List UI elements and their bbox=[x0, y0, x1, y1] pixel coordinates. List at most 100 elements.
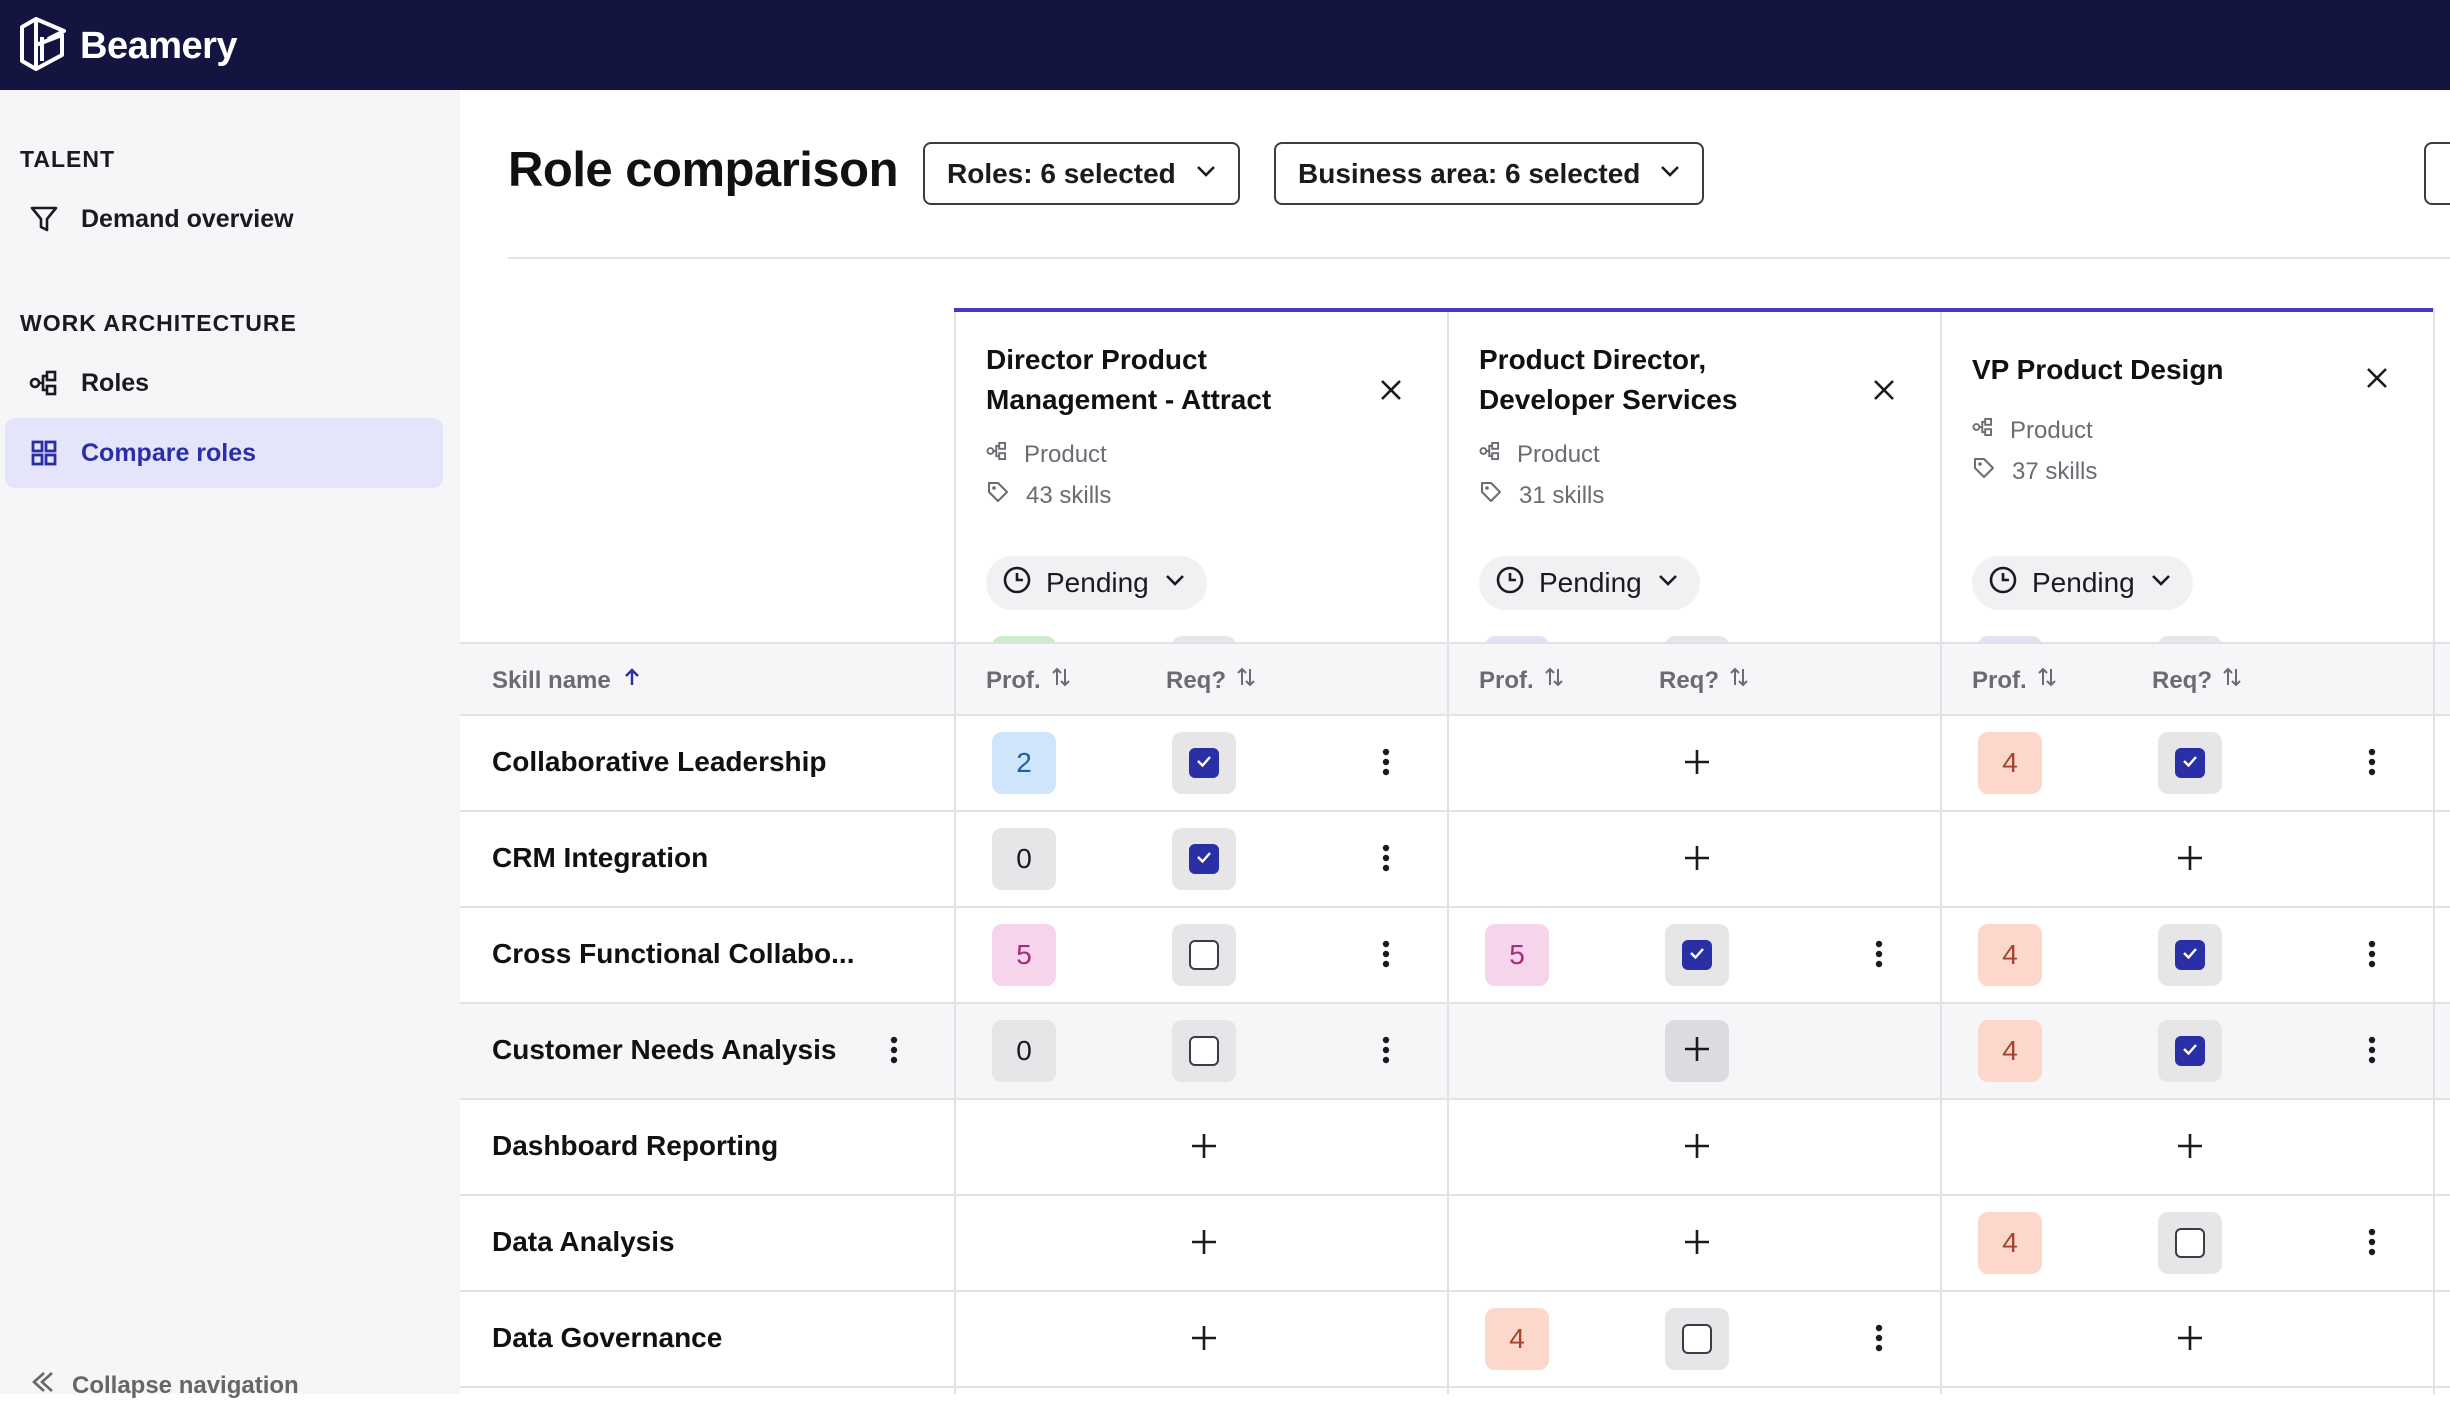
collapse-navigation-button[interactable]: Collapse navigation bbox=[30, 1369, 299, 1402]
req-sort-header[interactable]: Req? bbox=[1659, 666, 1749, 695]
required-toggle[interactable] bbox=[1172, 924, 1236, 986]
more-vertical-icon bbox=[1382, 1035, 1390, 1070]
remove-role-button[interactable] bbox=[2359, 362, 2395, 398]
prof-sort-header[interactable]: Prof. bbox=[1972, 666, 2057, 695]
cell-menu-button[interactable] bbox=[2362, 1226, 2382, 1262]
row-menu-button[interactable] bbox=[884, 1034, 904, 1070]
prof-sort-header[interactable]: Prof. bbox=[986, 666, 1071, 695]
brand[interactable]: Beamery bbox=[18, 17, 238, 76]
sidebar-item-label: Compare roles bbox=[81, 438, 257, 467]
add-skill-button[interactable] bbox=[1675, 838, 1719, 882]
proficiency-badge[interactable]: 0 bbox=[992, 1020, 1056, 1082]
add-skill-button[interactable] bbox=[1675, 742, 1719, 786]
proficiency-badge[interactable]: 4 bbox=[1978, 924, 2042, 986]
beamery-logo-icon bbox=[18, 17, 68, 76]
cell-menu-button[interactable] bbox=[1376, 938, 1396, 974]
more-vertical-icon bbox=[890, 1035, 898, 1070]
required-toggle[interactable] bbox=[1665, 924, 1729, 986]
status-dropdown[interactable]: Pending bbox=[986, 556, 1207, 610]
checkbox-checked[interactable] bbox=[2175, 1036, 2205, 1066]
checkbox-checked[interactable] bbox=[1189, 844, 1219, 874]
add-role-button[interactable] bbox=[2424, 142, 2450, 205]
cell-menu-button[interactable] bbox=[1376, 842, 1396, 878]
proficiency-badge[interactable]: 4 bbox=[1978, 732, 2042, 794]
checkbox-unchecked[interactable] bbox=[2175, 1228, 2205, 1258]
roles-filter-dropdown[interactable]: Roles: 6 selected bbox=[923, 142, 1240, 205]
skill-name-sort-header[interactable]: Skill name bbox=[492, 666, 643, 695]
plus-icon bbox=[1682, 1227, 1712, 1262]
cell-menu-button[interactable] bbox=[2362, 938, 2382, 974]
req-sort-header[interactable]: Req? bbox=[1166, 666, 1256, 695]
cell-menu-button[interactable] bbox=[1869, 1322, 1889, 1358]
add-skill-button[interactable] bbox=[2168, 1318, 2212, 1362]
add-skill-button[interactable] bbox=[1675, 1222, 1719, 1266]
section-title-talent: TALENT bbox=[20, 146, 116, 172]
required-toggle[interactable] bbox=[2158, 1020, 2222, 1082]
prof-header-label: Prof. bbox=[1479, 666, 1534, 694]
required-toggle[interactable] bbox=[1172, 732, 1236, 794]
checkbox-checked[interactable] bbox=[2175, 940, 2205, 970]
sort-icon bbox=[2037, 666, 2057, 695]
skill-count-label: 43 skills bbox=[1026, 481, 1112, 509]
proficiency-badge[interactable]: 5 bbox=[992, 924, 1056, 986]
checkbox-checked[interactable] bbox=[2175, 748, 2205, 778]
remove-role-button[interactable] bbox=[1373, 374, 1409, 410]
prof-sort-header[interactable]: Prof. bbox=[1479, 666, 1564, 695]
required-toggle[interactable] bbox=[2158, 1212, 2222, 1274]
proficiency-badge[interactable]: 5 bbox=[1485, 924, 1549, 986]
more-vertical-icon bbox=[1875, 1323, 1883, 1358]
add-skill-button[interactable] bbox=[1182, 1126, 1226, 1170]
cell-menu-button[interactable] bbox=[1869, 938, 1889, 974]
role-business-area: Product bbox=[1479, 440, 1600, 469]
required-toggle[interactable] bbox=[1665, 1308, 1729, 1370]
role-skill-count: 37 skills bbox=[1972, 456, 2097, 487]
required-toggle[interactable] bbox=[1172, 828, 1236, 890]
cell-menu-button[interactable] bbox=[1376, 1034, 1396, 1070]
column-accent bbox=[1940, 308, 2433, 312]
add-skill-button[interactable] bbox=[2168, 1126, 2212, 1170]
table-row: CRM Integration 0 bbox=[460, 812, 2450, 908]
sidebar-item-compare-roles[interactable]: Compare roles bbox=[5, 418, 443, 488]
checkbox-checked[interactable] bbox=[1189, 748, 1219, 778]
status-label: Pending bbox=[1046, 567, 1149, 598]
add-skill-button[interactable] bbox=[1182, 1318, 1226, 1362]
checkbox-unchecked[interactable] bbox=[1682, 1324, 1712, 1354]
plus-icon bbox=[1189, 1323, 1219, 1358]
proficiency-badge[interactable]: 4 bbox=[1978, 1020, 2042, 1082]
checkbox-checked[interactable] bbox=[1682, 940, 1712, 970]
add-skill-button[interactable] bbox=[1665, 1020, 1729, 1082]
cell-menu-button[interactable] bbox=[2362, 1034, 2382, 1070]
plus-icon bbox=[1189, 1227, 1219, 1262]
proficiency-badge[interactable]: 4 bbox=[1485, 1308, 1549, 1370]
brand-name: Beamery bbox=[80, 25, 238, 67]
checkbox-unchecked[interactable] bbox=[1189, 1036, 1219, 1066]
cell-menu-button[interactable] bbox=[2362, 746, 2382, 782]
status-dropdown[interactable]: Pending bbox=[1972, 556, 2193, 610]
cell-menu-button[interactable] bbox=[1376, 746, 1396, 782]
proficiency-badge[interactable]: 0 bbox=[992, 828, 1056, 890]
proficiency-badge[interactable]: 2 bbox=[992, 732, 1056, 794]
column-divider bbox=[1447, 308, 1449, 1394]
header-divider bbox=[508, 257, 2450, 259]
plus-icon bbox=[1189, 1131, 1219, 1166]
required-toggle[interactable] bbox=[2158, 732, 2222, 794]
proficiency-badge[interactable]: 4 bbox=[1978, 1212, 2042, 1274]
add-skill-button[interactable] bbox=[1182, 1222, 1226, 1266]
check-icon bbox=[2180, 751, 2200, 776]
check-icon bbox=[1194, 751, 1214, 776]
add-skill-button[interactable] bbox=[2168, 838, 2212, 882]
business-area-filter-dropdown[interactable]: Business area: 6 selected bbox=[1274, 142, 1705, 205]
required-toggle[interactable] bbox=[1172, 1020, 1236, 1082]
role-title: Director Product Management - Attract bbox=[986, 344, 1272, 415]
status-dropdown[interactable]: Pending bbox=[1479, 556, 1700, 610]
sidebar-item-roles[interactable]: Roles bbox=[5, 348, 443, 418]
chevron-down-icon bbox=[1658, 158, 1682, 190]
required-toggle[interactable] bbox=[2158, 924, 2222, 986]
remove-role-button[interactable] bbox=[1866, 374, 1902, 410]
sort-icon bbox=[2222, 666, 2242, 695]
sidebar-item-demand-overview[interactable]: Demand overview bbox=[5, 184, 443, 254]
checkbox-unchecked[interactable] bbox=[1189, 940, 1219, 970]
req-sort-header[interactable]: Req? bbox=[2152, 666, 2242, 695]
add-skill-button[interactable] bbox=[1675, 1126, 1719, 1170]
arrow-up-icon bbox=[621, 666, 643, 695]
